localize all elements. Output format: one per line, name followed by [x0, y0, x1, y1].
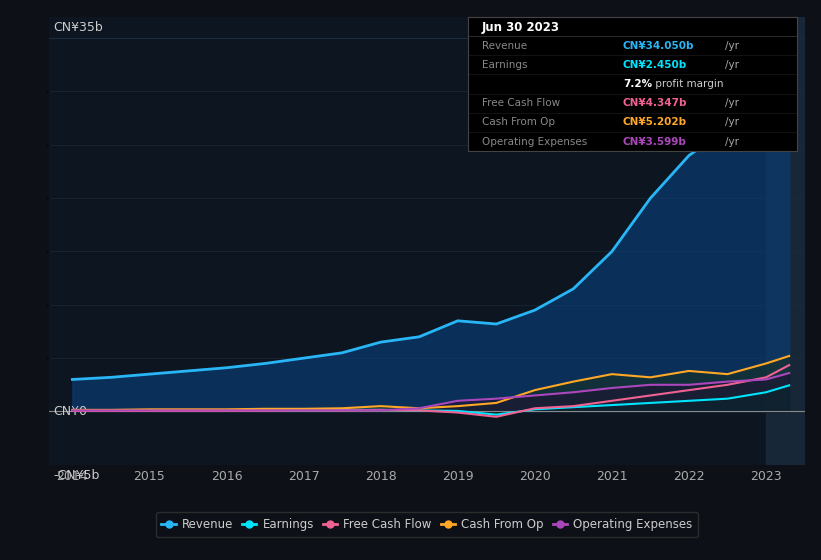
- Text: profit margin: profit margin: [653, 79, 724, 89]
- Text: CN¥5.202b: CN¥5.202b: [623, 118, 687, 128]
- Text: /yr: /yr: [725, 118, 739, 128]
- Text: CN¥34.050b: CN¥34.050b: [623, 41, 695, 50]
- Text: Operating Expenses: Operating Expenses: [482, 137, 587, 147]
- Text: CN¥4.347b: CN¥4.347b: [623, 98, 687, 108]
- Text: /yr: /yr: [725, 98, 739, 108]
- Text: Free Cash Flow: Free Cash Flow: [482, 98, 560, 108]
- Text: -CN¥5b: -CN¥5b: [53, 469, 99, 482]
- Text: Revenue: Revenue: [482, 41, 527, 50]
- Text: Earnings: Earnings: [482, 60, 527, 70]
- Text: CN¥2.450b: CN¥2.450b: [623, 60, 687, 70]
- Text: Cash From Op: Cash From Op: [482, 118, 555, 128]
- Bar: [766, 17, 821, 465]
- Text: /yr: /yr: [725, 137, 739, 147]
- Text: 7.2%: 7.2%: [623, 79, 652, 89]
- Text: /yr: /yr: [725, 60, 739, 70]
- Text: CN¥0: CN¥0: [53, 405, 87, 418]
- Legend: Revenue, Earnings, Free Cash Flow, Cash From Op, Operating Expenses: Revenue, Earnings, Free Cash Flow, Cash …: [155, 512, 699, 537]
- Text: CN¥3.599b: CN¥3.599b: [623, 137, 686, 147]
- Text: Jun 30 2023: Jun 30 2023: [482, 21, 560, 34]
- Text: /yr: /yr: [725, 41, 739, 50]
- Text: CN¥35b: CN¥35b: [53, 21, 103, 34]
